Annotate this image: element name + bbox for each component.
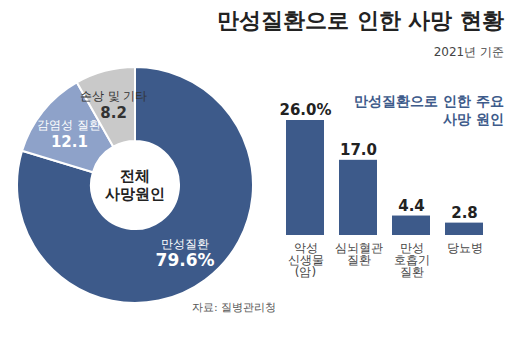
svg-text:심뇌혈관질환: 심뇌혈관질환 xyxy=(335,241,383,267)
html-text:2021년 기준: 2021년 기준 xyxy=(433,45,504,59)
html-text:만성질환으로 인한 주요 사망 원인: 만성질환으로 인한 주요 사망 원인 xyxy=(354,93,504,128)
html-text:만성질환으로 인한 사망 현황: 만성질환으로 인한 사망 현황 xyxy=(217,8,504,33)
svg-text:만성질환79.6%: 만성질환79.6% xyxy=(156,237,215,270)
svg-text:17.0: 17.0 xyxy=(340,141,377,159)
html-text:자료: 질병관리청: 자료: 질병관리청 xyxy=(192,301,277,314)
svg-text:2.8: 2.8 xyxy=(451,204,478,222)
svg-text:전체사망원인: 전체사망원인 xyxy=(105,167,165,203)
svg-text:감염성 질환12.1: 감염성 질환12.1 xyxy=(37,118,101,151)
svg-text:손상 및 기타8.2: 손상 및 기타8.2 xyxy=(80,89,148,122)
svg-text:26.0%: 26.0% xyxy=(279,101,331,119)
svg-text:당뇨병: 당뇨병 xyxy=(447,241,483,255)
svg-text:악성신생물(암): 악성신생물(암) xyxy=(288,241,324,279)
svg-text:만성호흡기질환: 만성호흡기질환 xyxy=(394,241,430,279)
svg-text:4.4: 4.4 xyxy=(398,197,425,215)
